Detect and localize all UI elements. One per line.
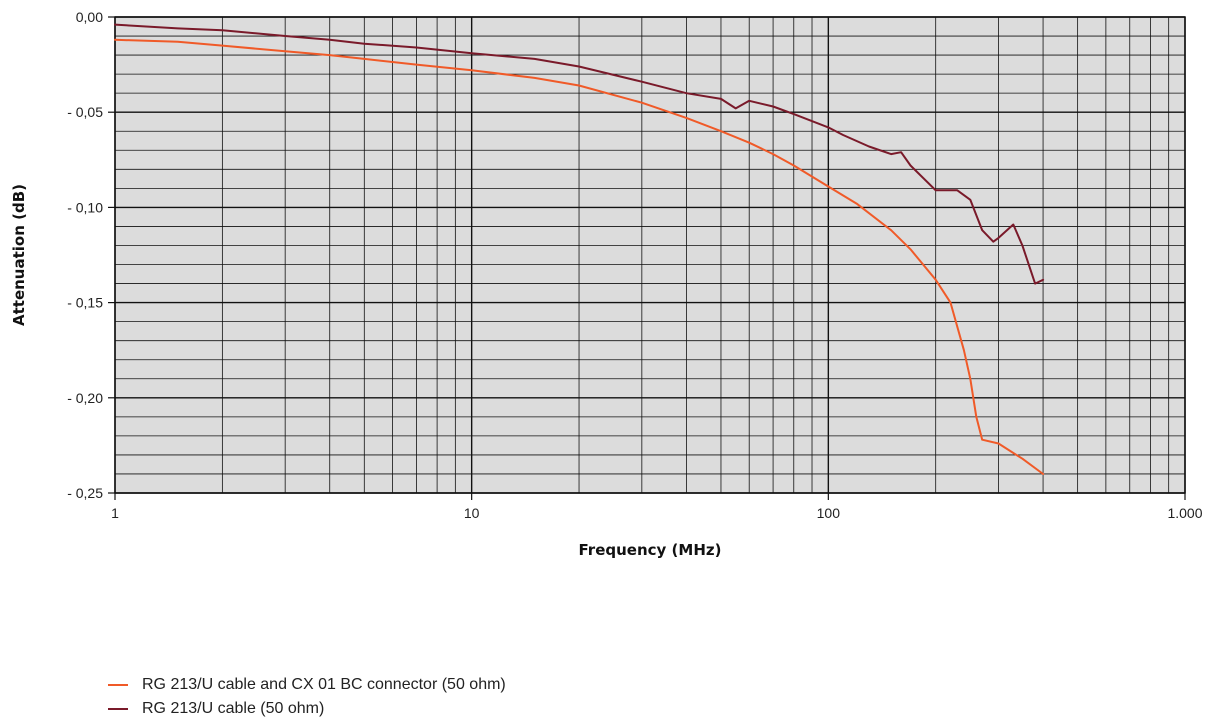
legend-label: RG 213/U cable (50 ohm) bbox=[142, 700, 325, 717]
legend-item: RG 213/U cable (50 ohm) bbox=[108, 697, 506, 721]
x-axis-ticks: 1 10 100 1.000 bbox=[111, 493, 1203, 521]
y-tick-label: - 0,20 bbox=[67, 390, 103, 406]
legend-item: RG 213/U cable and CX 01 BC connector (5… bbox=[108, 673, 506, 697]
x-tick-label: 10 bbox=[464, 505, 480, 521]
x-tick-label: 1 bbox=[111, 505, 119, 521]
y-axis-title: Attenuation (dB) bbox=[10, 184, 28, 326]
y-tick-label: - 0,15 bbox=[67, 295, 103, 311]
y-tick-label: - 0,10 bbox=[67, 199, 103, 215]
series-line-0 bbox=[114, 38, 1045, 475]
chart: 1 10 100 1.000 0,00 - 0,05 - 0,10 - 0,15 - 0,20… bbox=[10, 9, 1203, 559]
y-tick-label: - 0,05 bbox=[67, 104, 103, 120]
legend-swatch bbox=[108, 708, 128, 710]
x-tick-label: 100 bbox=[817, 505, 841, 521]
plot-frame bbox=[114, 16, 1186, 494]
legend: RG 213/U cable and CX 01 BC connector (5… bbox=[108, 673, 506, 721]
legend-swatch bbox=[108, 684, 128, 686]
plot-background bbox=[115, 17, 1185, 493]
x-axis-title: Frequency (MHz) bbox=[579, 541, 722, 559]
legend-label: RG 213/U cable and CX 01 BC connector (5… bbox=[142, 676, 506, 693]
series-line-1 bbox=[114, 23, 1045, 285]
y-axis-ticks: 0,00 - 0,05 - 0,10 - 0,15 - 0,20 - 0,25 bbox=[67, 9, 115, 501]
series-layer bbox=[114, 23, 1045, 475]
y-tick-label: 0,00 bbox=[76, 9, 103, 25]
grid-minor bbox=[115, 17, 1185, 493]
x-tick-label: 1.000 bbox=[1167, 505, 1202, 521]
y-tick-label: - 0,25 bbox=[67, 485, 103, 501]
